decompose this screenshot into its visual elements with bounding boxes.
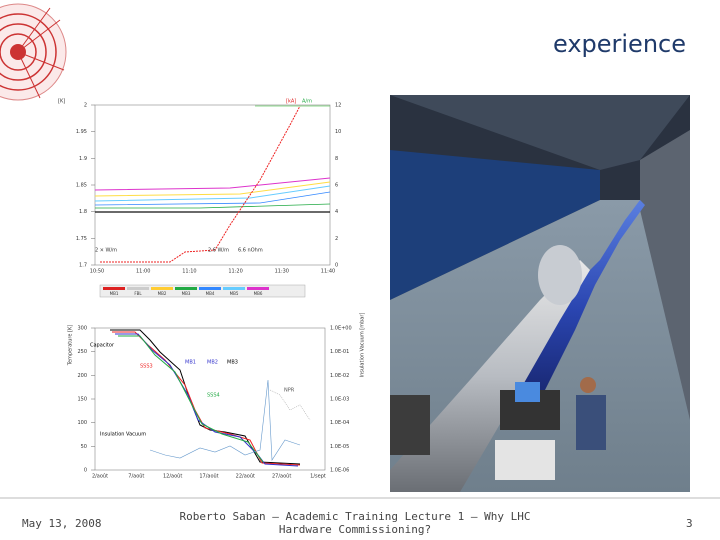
y2-tick-label: 0 — [335, 263, 338, 269]
page-number: 3 — [686, 517, 693, 530]
y-tick-label: 1.9 — [79, 156, 87, 162]
y2-tick-label: 10 — [335, 129, 341, 135]
legend-label: FBL — [134, 291, 142, 296]
annotation: Capacitor — [90, 343, 115, 349]
annotation: SSS3 — [140, 364, 153, 370]
y-tick-label: 200 — [77, 373, 87, 379]
annotation: MB3 — [227, 360, 238, 366]
legend-label: MB2 — [158, 291, 167, 296]
legend-label: MB3 — [182, 291, 191, 296]
annotation: Insulation Vacuum — [100, 432, 146, 438]
x-tick-label: 22/août — [236, 473, 255, 480]
y-tick-label: 100 — [77, 420, 87, 426]
y-tick-label: 0 — [84, 468, 87, 474]
y2-tick-label: 1.0E-05 — [330, 444, 349, 450]
x-tick-label: 11:40 — [321, 269, 335, 275]
y-tick-label: 250 — [77, 349, 87, 355]
footer-date: May 13, 2008 — [22, 517, 102, 530]
y2-tick-label: 1.0E-04 — [330, 420, 349, 426]
annotation: 2.6 W/m — [208, 248, 229, 254]
y-tick-label: 150 — [77, 397, 87, 403]
y2-tick-label: 1.0E-02 — [330, 373, 349, 379]
y2-tick-label: 4 — [335, 209, 338, 215]
y-tick-label: 1.95 — [76, 129, 87, 135]
annotation: NPR — [284, 388, 295, 394]
y2-tick-label: 2 — [335, 236, 338, 242]
y2-tick-label: 6 — [335, 183, 338, 189]
y2-tick-label: 1.0E+00 — [330, 326, 352, 332]
y2-axis-label: A/m — [302, 99, 312, 105]
legend-label: MB6 — [254, 291, 263, 296]
y-tick-label: 1.85 — [76, 183, 87, 189]
y-tick-label: 1.75 — [76, 236, 87, 242]
x-tick-label: 7/août — [128, 473, 144, 480]
figure-2 — [94, 327, 326, 471]
annotation: SSS4 — [207, 393, 220, 399]
y-axis-label: Temperature [K] — [68, 325, 74, 366]
x-tick-label: 1/sept — [310, 474, 326, 480]
annotation: 6.6 nOhm — [238, 248, 263, 254]
x-tick-label: 11:00 — [136, 269, 150, 275]
legend-label: MB4 — [206, 291, 215, 296]
figure-1 — [94, 104, 331, 298]
y2-tick-label: 1.0E-03 — [330, 397, 349, 403]
x-tick-label: 2/août — [92, 473, 108, 480]
annotation: 2 × W/m — [95, 248, 117, 254]
photo — [390, 95, 690, 492]
annotation: MB1 — [185, 360, 196, 366]
x-tick-label: 11:30 — [275, 269, 289, 275]
y2-tick-label: 1.0E-06 — [330, 468, 349, 474]
x-tick-label: 27/août — [272, 473, 291, 480]
y-tick-label: 1.7 — [79, 263, 87, 269]
x-tick-label: 12/août — [163, 473, 182, 480]
y2-axis-label: Insulation Vacuum [mbar] — [360, 313, 366, 378]
x-tick-label: 10:50 — [90, 269, 104, 275]
legend-label: MB1 — [110, 291, 119, 296]
y-axis-label: [K] — [58, 99, 65, 105]
legend-label: MB5 — [230, 291, 239, 296]
y-tick-label: 300 — [77, 326, 87, 332]
footer-text: Roberto Saban – Academic Training Lectur… — [179, 510, 531, 536]
logo — [0, 3, 67, 101]
x-tick-label: 11:20 — [228, 269, 242, 275]
annotation: MB2 — [207, 360, 218, 366]
slide-title: experience — [553, 30, 686, 58]
y2-tick-label: 8 — [335, 156, 338, 162]
x-tick-label: 11:10 — [182, 269, 196, 275]
y2-tick-label: 12 — [335, 103, 341, 109]
x-tick-label: 17/août — [199, 473, 218, 480]
y-tick-label: 2 — [84, 103, 87, 109]
y-tick-label: 50 — [81, 444, 87, 450]
y-tick-label: 1.8 — [79, 209, 87, 215]
y2-axis-label: [kA] — [286, 99, 296, 105]
y2-tick-label: 1.0E-01 — [330, 349, 349, 355]
